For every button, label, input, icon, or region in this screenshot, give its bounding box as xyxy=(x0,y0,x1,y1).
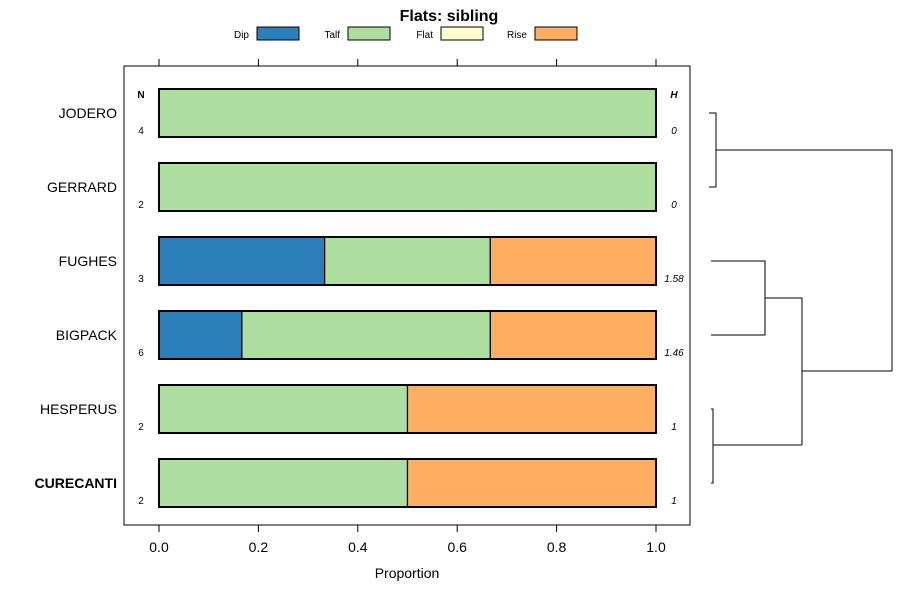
bar-outline xyxy=(158,310,657,360)
n-values: 4 2 3 6 2 2 xyxy=(138,126,144,507)
legend-swatch xyxy=(256,26,300,41)
x-tick-label: 0.4 xyxy=(348,539,368,555)
category-label: FUGHES xyxy=(59,253,117,269)
n-value: 2 xyxy=(138,422,144,433)
legend-swatch xyxy=(534,26,578,41)
bar-segment xyxy=(158,310,243,360)
legend: Dip Talf Flat Rise xyxy=(234,26,578,41)
bar-outline xyxy=(158,458,657,508)
bar-segment xyxy=(158,384,409,434)
n-value: 3 xyxy=(138,274,144,285)
legend-swatch xyxy=(347,26,391,41)
n-column-header: N xyxy=(137,90,144,101)
bar-segment xyxy=(158,458,409,508)
x-tick-label: 0.0 xyxy=(149,539,169,555)
x-tick-label: 0.8 xyxy=(547,539,567,555)
x-tick-label: 1.0 xyxy=(646,539,666,555)
bar-segment xyxy=(158,236,326,286)
bar-segment xyxy=(158,88,657,138)
bar-segment xyxy=(406,384,657,434)
legend-label: Talf xyxy=(324,30,340,41)
bar-segment xyxy=(241,310,491,360)
n-value: 4 xyxy=(138,126,144,137)
category-label: CURECANTI xyxy=(35,475,117,491)
x-tick-label: 0.2 xyxy=(249,539,269,555)
dendrogram-branch xyxy=(709,112,717,188)
category-label: GERRARD xyxy=(47,179,117,195)
dendrogram-branch xyxy=(716,149,893,371)
h-column-header: H xyxy=(670,90,678,101)
bar-segment xyxy=(489,236,657,286)
bar-outline xyxy=(158,162,657,212)
category-labels: JODERO GERRARD FUGHES BIGPACK HESPERUS CURECA… xyxy=(35,105,118,491)
dendrogram-branch xyxy=(711,408,714,484)
legend-label: Dip xyxy=(234,30,249,41)
plot-frame xyxy=(123,65,691,526)
x-axis-label: Proportion xyxy=(375,565,440,581)
bar-outline xyxy=(158,384,657,434)
n-value: 2 xyxy=(138,496,144,507)
h-values: 0 0 1.58 1.46 1 1 xyxy=(664,126,684,507)
bars xyxy=(158,88,657,508)
x-axis: 0.0 0.2 0.4 0.6 0.8 1.0 xyxy=(149,59,666,555)
n-value: 2 xyxy=(138,200,144,211)
h-value: 0 xyxy=(671,126,677,137)
dendrogram-branch xyxy=(765,297,803,445)
bar-segment xyxy=(324,236,491,286)
h-value: 1.58 xyxy=(664,274,684,285)
h-value: 1 xyxy=(671,496,677,507)
h-value: 0 xyxy=(671,200,677,211)
dendrogram-branch xyxy=(711,260,766,336)
category-label: HESPERUS xyxy=(40,401,117,417)
bar-segment xyxy=(158,162,657,212)
legend-label: Rise xyxy=(507,30,527,41)
chart-title: Flats: sibling xyxy=(400,8,499,25)
category-label: JODERO xyxy=(59,105,117,121)
bar-segment xyxy=(489,310,657,360)
bar-segment xyxy=(406,458,657,508)
dendrogram xyxy=(709,112,893,484)
h-value: 1.46 xyxy=(664,348,684,359)
x-tick-label: 0.6 xyxy=(447,539,467,555)
bar-outline xyxy=(158,236,657,286)
legend-swatch xyxy=(440,26,484,41)
h-value: 1 xyxy=(671,422,677,433)
bar-outline xyxy=(158,88,657,138)
category-label: BIGPACK xyxy=(56,327,118,343)
n-value: 6 xyxy=(138,348,144,359)
legend-label: Flat xyxy=(416,30,433,41)
